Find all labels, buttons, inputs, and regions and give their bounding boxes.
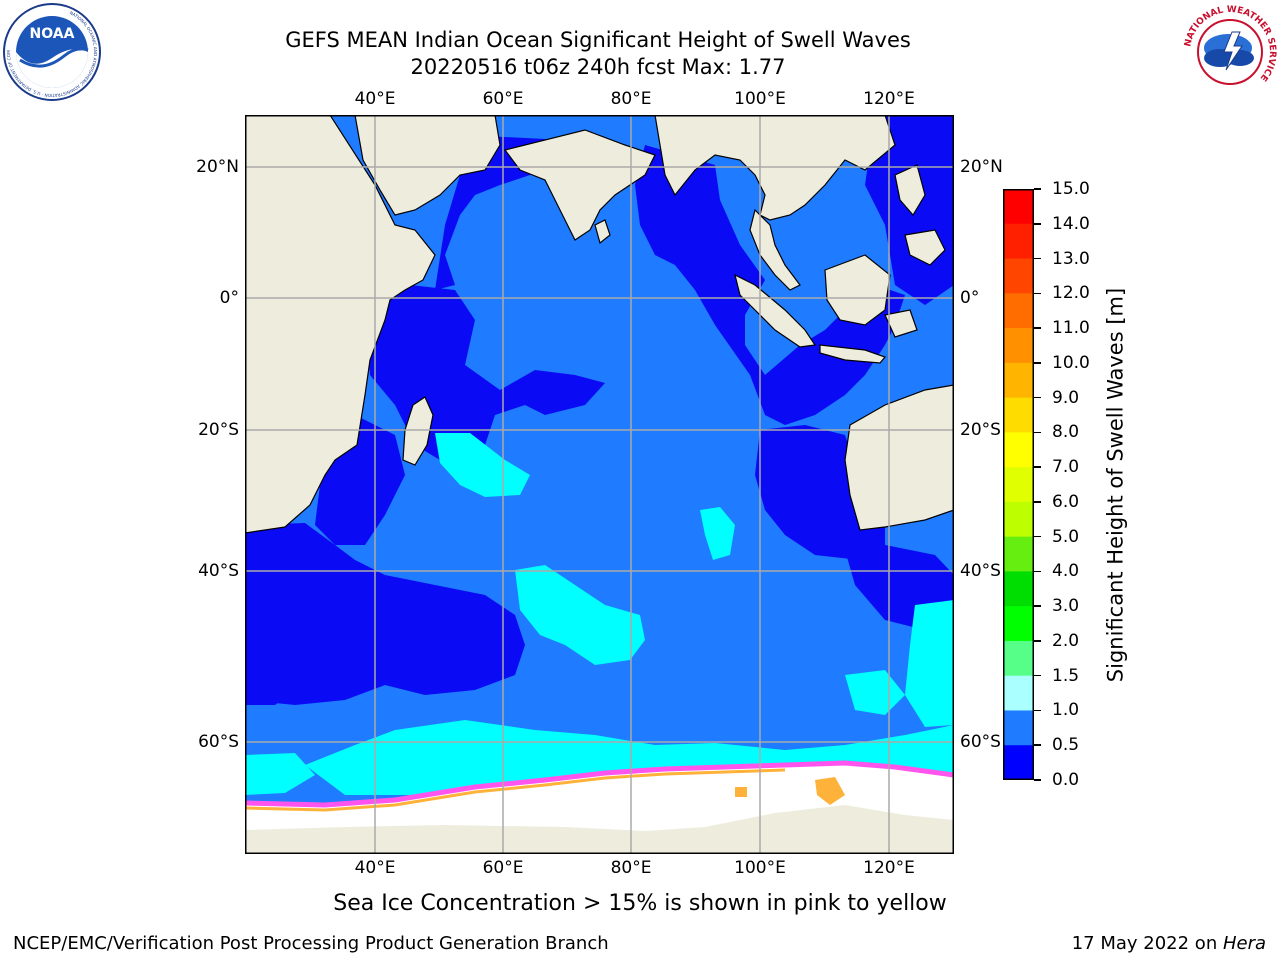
footer-host: Hera <box>1222 933 1266 954</box>
colorbar-band <box>1003 189 1034 225</box>
noaa-logo: NOAA NATIONAL OCEANIC AND ATMOSPHERIC AD… <box>2 2 101 101</box>
colorbar-band <box>1003 606 1034 642</box>
colorbar-tick-mark <box>1034 779 1041 781</box>
colorbar-tick-mark <box>1034 605 1041 607</box>
footer-credit: NCEP/EMC/Verification Post Processing Pr… <box>13 933 609 954</box>
y-tick-left-60s: 60°S <box>198 732 239 752</box>
y-tick-right-40s: 40°S <box>960 561 1001 581</box>
colorbar-tick-mark <box>1034 188 1041 190</box>
x-tick-top-60e: 60°E <box>482 89 524 109</box>
colorbar-band <box>1003 362 1034 399</box>
colorbar-band <box>1003 571 1034 607</box>
colorbar-tick-mark <box>1034 640 1041 642</box>
colorbar-tick-mark <box>1034 223 1041 225</box>
noaa-logo-text: NOAA <box>30 26 75 42</box>
x-tick-bottom-100e: 100°E <box>734 858 786 878</box>
map-panel <box>245 115 954 854</box>
colorbar-tick-mark <box>1034 501 1041 503</box>
y-tick-left-20n: 20°N <box>196 157 239 177</box>
colorbar-band <box>1003 397 1034 433</box>
colorbar-band <box>1003 675 1034 711</box>
colorbar-tick-label: 0.5 <box>1052 735 1080 756</box>
colorbar-frame <box>1003 189 1034 780</box>
nws-logo: NATIONAL WEATHER SERVICE <box>1183 5 1277 99</box>
colorbar-tick-label: 10.0 <box>1052 352 1090 373</box>
colorbar-tick-label: 8.0 <box>1052 422 1080 443</box>
colorbar-tick-label: 9.0 <box>1052 387 1080 408</box>
colorbar-tick-label: 11.0 <box>1052 318 1090 339</box>
colorbar-tick-mark <box>1034 431 1041 434</box>
x-tick-top-40e: 40°E <box>354 89 396 109</box>
sea-ice <box>245 760 954 831</box>
colorbar-tick-mark <box>1034 257 1041 260</box>
colorbar-band <box>1003 745 1034 780</box>
colorbar-tick-label: 15.0 <box>1052 179 1090 199</box>
colorbar-band <box>1003 432 1034 468</box>
colorbar-band <box>1003 536 1034 572</box>
colorbar-tick-mark <box>1034 362 1041 364</box>
y-tick-right-60s: 60°S <box>960 732 1001 752</box>
colorbar-tick-mark <box>1034 535 1041 538</box>
colorbar-tick-label: 14.0 <box>1052 213 1090 234</box>
colorbar-tick-label: 1.5 <box>1052 665 1080 686</box>
colorbar-tick-label: 4.0 <box>1052 561 1080 582</box>
x-tick-bottom-80e: 80°E <box>610 858 652 878</box>
colorbar-tick-label: 0.0 <box>1052 770 1080 790</box>
colorbar-tick-mark <box>1034 709 1041 712</box>
colorbar-tick-label: 7.0 <box>1052 457 1080 478</box>
colorbar-tick-label: 1.0 <box>1052 700 1080 721</box>
colorbar-tick-mark <box>1034 570 1041 573</box>
y-tick-left-0: 0° <box>219 288 239 308</box>
colorbar-band <box>1003 710 1034 746</box>
colorbar-tick-mark <box>1034 327 1041 329</box>
colorbar-tick-mark <box>1034 466 1041 468</box>
colorbar-tick-label: 6.0 <box>1052 491 1080 512</box>
colorbar <box>1003 189 1034 780</box>
colorbar-band <box>1003 501 1034 538</box>
map-gridlines <box>245 115 954 854</box>
chart-subtitle: 20220516 t06z 240h fcst Max: 1.77 <box>410 55 786 79</box>
colorbar-tick-label: 3.0 <box>1052 596 1080 617</box>
chart-title: GEFS MEAN Indian Ocean Significant Heigh… <box>285 28 911 52</box>
sea-ice-caption: Sea Ice Concentration > 15% is shown in … <box>333 891 947 916</box>
colorbar-band <box>1003 293 1034 329</box>
colorbar-tick-mark <box>1034 744 1041 746</box>
y-tick-left-40s: 40°S <box>198 561 239 581</box>
map-frame <box>245 115 954 854</box>
colorbar-tick-label: 5.0 <box>1052 526 1080 547</box>
x-tick-bottom-40e: 40°E <box>354 858 396 878</box>
colorbar-tick-label: 12.0 <box>1052 283 1090 304</box>
y-tick-left-20s: 20°S <box>198 420 239 440</box>
colorbar-tick-mark <box>1034 674 1041 677</box>
colorbar-tick-label: 13.0 <box>1052 248 1090 269</box>
footer-date: 17 May 2022 on Hera <box>1072 933 1266 954</box>
x-tick-top-120e: 120°E <box>863 89 915 109</box>
colorbar-tick-mark <box>1034 396 1041 399</box>
colorbar-band <box>1003 223 1034 260</box>
colorbar-band <box>1003 328 1034 364</box>
x-tick-top-100e: 100°E <box>734 89 786 109</box>
x-tick-bottom-120e: 120°E <box>863 858 915 878</box>
y-tick-right-20s: 20°S <box>960 420 1001 440</box>
y-tick-right-0: 0° <box>960 288 980 308</box>
y-tick-right-20n: 20°N <box>960 157 1003 177</box>
colorbar-band <box>1003 258 1034 294</box>
colorbar-band <box>1003 640 1034 677</box>
x-tick-top-80e: 80°E <box>610 89 652 109</box>
colorbar-band <box>1003 467 1034 503</box>
colorbar-tick-mark <box>1034 292 1041 295</box>
colorbar-tick-label: 2.0 <box>1052 630 1080 651</box>
mid-swell-regions <box>245 433 954 795</box>
footer-date-text: 17 May 2022 on <box>1071 933 1223 954</box>
colorbar-label: Significant Height of Swell Waves [m] <box>1103 287 1128 683</box>
x-tick-bottom-60e: 60°E <box>482 858 524 878</box>
